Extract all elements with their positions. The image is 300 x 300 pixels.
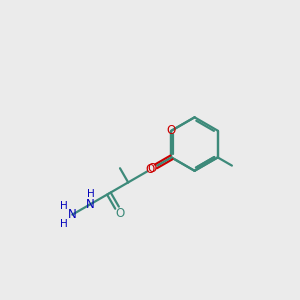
Text: O: O [146,163,155,176]
Text: H: H [87,189,95,200]
Text: O: O [167,124,176,137]
Text: H: H [59,201,67,211]
Text: O: O [148,162,157,175]
Text: O: O [116,207,125,220]
Text: N: N [86,198,95,211]
Text: N: N [68,208,77,221]
Text: H: H [59,219,67,229]
